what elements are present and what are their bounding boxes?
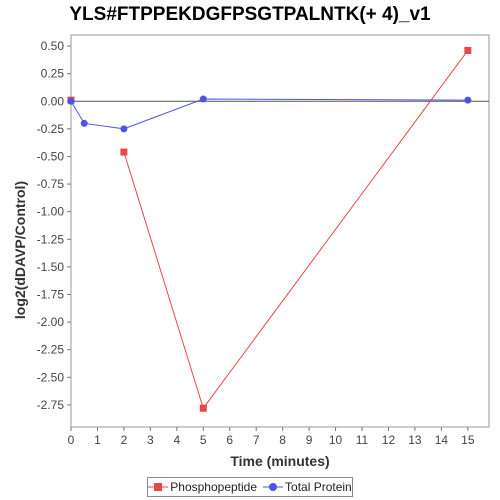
data-point bbox=[120, 125, 128, 133]
y-tick-label: -2.25 bbox=[37, 343, 65, 357]
y-tick-label: -0.75 bbox=[37, 177, 65, 191]
data-point bbox=[464, 46, 472, 54]
legend-label: Total Protein bbox=[285, 480, 352, 494]
x-tick-label: 1 bbox=[94, 433, 101, 447]
x-tick-label: 9 bbox=[306, 433, 313, 447]
y-tick-label: -0.25 bbox=[37, 122, 65, 136]
series-layer bbox=[67, 46, 472, 412]
y-tick-label: 0.00 bbox=[41, 94, 65, 108]
y-tick-label: -2.00 bbox=[37, 315, 65, 329]
x-axis: 0 1 2 3 4 5 6 7 8 9 10 11 12 13 14 15 bbox=[68, 427, 475, 447]
y-tick-label: -1.75 bbox=[37, 287, 65, 301]
y-tick-label: -1.25 bbox=[37, 232, 65, 246]
y-tick-label: -2.50 bbox=[37, 370, 65, 384]
x-tick-label: 10 bbox=[329, 433, 343, 447]
legend-item-phosphopeptide: Phosphopeptide bbox=[148, 480, 257, 494]
x-tick-label: 11 bbox=[356, 433, 369, 447]
y-tick-label: -0.50 bbox=[37, 149, 65, 163]
legend-label: Phosphopeptide bbox=[170, 480, 258, 494]
circle-marker-icon bbox=[263, 483, 284, 491]
data-point bbox=[120, 148, 128, 156]
data-point bbox=[80, 119, 88, 127]
y-tick-label: 0.50 bbox=[41, 39, 65, 53]
x-tick-label: 12 bbox=[382, 433, 396, 447]
data-point bbox=[199, 404, 207, 412]
x-tick-label: 8 bbox=[279, 433, 286, 447]
y-axis-label: log2(dDAVP/Control) bbox=[12, 180, 28, 320]
data-point bbox=[464, 96, 472, 104]
x-tick-label: 3 bbox=[147, 433, 154, 447]
square-marker-icon bbox=[148, 483, 169, 491]
data-point bbox=[67, 97, 75, 105]
x-tick-label: 2 bbox=[121, 433, 128, 447]
y-axis: 0.50 0.25 0.00 -0.25 -0.50 -0.75 -1.00 -1.25 -1.… bbox=[37, 39, 71, 412]
y-tick-label: -1.50 bbox=[37, 260, 65, 274]
y-tick-label: -2.75 bbox=[37, 398, 65, 412]
x-tick-label: 0 bbox=[68, 433, 75, 447]
legend-item-total-protein: Total Protein bbox=[263, 480, 352, 494]
y-tick-label: 0.25 bbox=[41, 67, 65, 81]
x-tick-label: 13 bbox=[408, 433, 422, 447]
x-tick-label: 6 bbox=[226, 433, 233, 447]
y-tick-label: -1.00 bbox=[37, 205, 65, 219]
chart-title: YLS#FTPPEKDGFPSGTPALNTK(+ 4)_v1 bbox=[69, 4, 431, 25]
data-point bbox=[199, 95, 207, 103]
x-tick-label: 4 bbox=[173, 433, 180, 447]
x-axis-label: Time (minutes) bbox=[230, 453, 330, 469]
x-tick-label: 5 bbox=[200, 433, 207, 447]
x-tick-label: 7 bbox=[253, 433, 260, 447]
x-tick-label: 15 bbox=[461, 433, 475, 447]
series-total-protein bbox=[67, 95, 472, 133]
plot-frame bbox=[70, 34, 490, 428]
x-tick-label: 14 bbox=[435, 433, 449, 447]
legend: Phosphopeptide Total Protein bbox=[147, 477, 353, 497]
